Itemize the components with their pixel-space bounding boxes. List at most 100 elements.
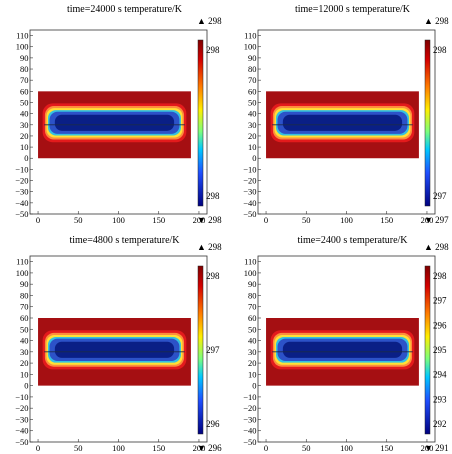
- contour-band-6: [282, 114, 403, 131]
- y-tick-label: 40: [20, 336, 29, 346]
- y-tick-label: 50: [248, 324, 257, 334]
- y-tick-label: −40: [243, 198, 256, 208]
- y-tick-label: 0: [24, 381, 28, 391]
- colorbar-min-label: ▼ 297: [424, 215, 449, 225]
- colorbar-tick-label: 297: [433, 296, 447, 306]
- y-tick-label: 100: [244, 42, 257, 52]
- y-tick-label: −40: [15, 198, 28, 208]
- colorbar-tick-label: 298: [433, 271, 447, 281]
- colorbar-tick-label: 296: [206, 419, 220, 429]
- y-tick-label: 20: [248, 131, 257, 141]
- x-tick-label: 200: [421, 215, 434, 225]
- y-tick-label: −20: [15, 403, 28, 413]
- x-tick-label: 100: [340, 443, 353, 453]
- y-tick-label: 100: [16, 42, 29, 52]
- colorbar-max-label: ▲ 298: [197, 242, 222, 252]
- y-tick-label: −40: [243, 426, 256, 436]
- colorbar-tick-label: 298: [206, 191, 220, 201]
- heatmap-panel-1: time=24000 s temperature/K11010090807060…: [15, 4, 222, 225]
- x-tick-label: 100: [112, 215, 125, 225]
- y-tick-label: 0: [252, 153, 256, 163]
- y-tick-label: 110: [244, 31, 256, 41]
- y-tick-label: 100: [244, 268, 257, 278]
- colorbar-min-label: ▼ 296: [197, 443, 222, 453]
- colorbar-max-label: ▲ 298: [424, 16, 449, 26]
- y-tick-label: 30: [20, 347, 29, 357]
- y-tick-label: −10: [15, 392, 28, 402]
- y-tick-label: 40: [248, 336, 257, 346]
- y-tick-label: 100: [16, 268, 29, 278]
- heatmap-panel-3: time=4800 s temperature/K110100908070605…: [15, 235, 222, 453]
- chart-title: time=12000 s temperature/K: [295, 4, 411, 15]
- y-tick-label: 30: [248, 347, 257, 357]
- y-tick-label: 50: [20, 97, 29, 107]
- y-tick-label: 90: [248, 53, 257, 63]
- y-tick-label: 20: [20, 131, 29, 141]
- y-tick-label: 90: [248, 279, 257, 289]
- y-tick-label: −30: [15, 414, 28, 424]
- heatmap-panel-4: time=2400 s temperature/K110100908070605…: [243, 235, 449, 453]
- chart-title: time=24000 s temperature/K: [67, 4, 183, 15]
- y-tick-label: 110: [244, 257, 256, 267]
- x-tick-label: 0: [264, 215, 268, 225]
- colorbar-tick-label: 296: [433, 320, 447, 330]
- y-tick-label: 60: [248, 313, 257, 323]
- contour-band-6: [282, 341, 403, 358]
- y-tick-label: −50: [243, 209, 256, 219]
- y-tick-label: 0: [24, 153, 28, 163]
- colorbar: [424, 265, 431, 435]
- y-tick-label: −20: [243, 176, 256, 186]
- y-tick-label: −10: [15, 164, 28, 174]
- x-tick-label: 200: [193, 443, 206, 453]
- x-tick-label: 150: [152, 215, 165, 225]
- y-tick-label: 50: [20, 324, 29, 334]
- y-tick-label: 30: [248, 120, 257, 130]
- y-tick-label: −50: [243, 437, 256, 447]
- y-tick-label: 20: [20, 358, 29, 368]
- colorbar-min-label: ▼ 298: [197, 215, 222, 225]
- y-tick-label: −40: [15, 426, 28, 436]
- y-tick-label: 80: [248, 64, 257, 74]
- y-tick-label: 20: [248, 358, 257, 368]
- y-tick-label: 40: [20, 109, 29, 119]
- y-tick-label: 80: [20, 64, 29, 74]
- y-tick-label: 110: [16, 31, 28, 41]
- y-tick-label: −10: [243, 392, 256, 402]
- y-tick-label: −20: [15, 176, 28, 186]
- y-tick-label: −50: [15, 209, 28, 219]
- colorbar-tick-label: 293: [433, 394, 447, 404]
- y-tick-label: 60: [20, 86, 29, 96]
- chart-title: time=2400 s temperature/K: [297, 235, 408, 246]
- y-tick-label: 110: [16, 257, 28, 267]
- y-tick-label: 30: [20, 120, 29, 130]
- colorbar-max-label: ▲ 298: [197, 16, 222, 26]
- y-tick-label: −20: [243, 403, 256, 413]
- colorbar-tick-label: 298: [206, 45, 220, 55]
- y-tick-label: 60: [20, 313, 29, 323]
- colorbar-tick-label: 295: [433, 345, 447, 355]
- colorbar-tick-label: 297: [206, 345, 220, 355]
- x-tick-label: 50: [74, 215, 83, 225]
- y-tick-label: 10: [20, 369, 29, 379]
- x-tick-label: 200: [421, 443, 434, 453]
- contour-band-6: [54, 114, 175, 131]
- contour-band-6: [54, 341, 175, 358]
- y-tick-label: 10: [20, 142, 29, 152]
- y-tick-label: 90: [20, 279, 29, 289]
- x-tick-label: 50: [302, 443, 311, 453]
- y-tick-label: 80: [248, 290, 257, 300]
- chart-title: time=4800 s temperature/K: [69, 235, 180, 246]
- x-tick-label: 0: [36, 443, 40, 453]
- colorbar-tick-label: 294: [433, 370, 447, 380]
- x-tick-label: 100: [340, 215, 353, 225]
- y-tick-label: 80: [20, 290, 29, 300]
- colorbar: [197, 265, 204, 435]
- y-tick-label: 70: [20, 302, 29, 312]
- heatmap-panel-2: time=12000 s temperature/K11010090807060…: [243, 4, 449, 225]
- y-tick-label: 10: [248, 369, 257, 379]
- colorbar-max-label: ▲ 298: [424, 242, 449, 252]
- y-tick-label: 40: [248, 109, 257, 119]
- y-tick-label: 70: [20, 75, 29, 85]
- y-tick-label: −30: [243, 414, 256, 424]
